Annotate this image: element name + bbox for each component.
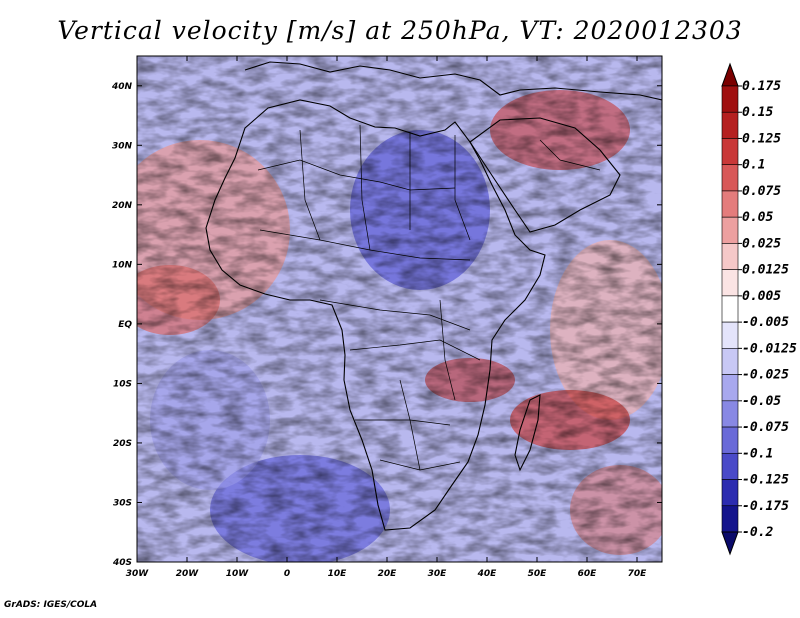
europe-coastline	[244, 61, 662, 101]
colorbar-label: -0.175	[742, 499, 789, 514]
colorbar-label: -0.005	[742, 315, 789, 330]
colorbar-label: -0.05	[742, 394, 781, 409]
colorbar-label: -0.2	[742, 525, 773, 540]
colorbar-label: 0.075	[742, 184, 781, 199]
lat-tick-label: 20S	[113, 439, 132, 449]
lat-tick-label: 20N	[112, 201, 133, 211]
colorbar-box	[721, 216, 739, 244]
country-borders	[257, 124, 601, 471]
lon-tick-label: 30E	[428, 569, 448, 579]
colorbar-box	[721, 374, 739, 402]
lat-tick-label: 30N	[112, 141, 133, 151]
colorbar-label: -0.025	[742, 368, 789, 383]
arabia-coastline	[469, 117, 621, 233]
colorbar-label: 0.1	[742, 158, 765, 173]
colorbar-label: -0.125	[742, 473, 789, 488]
lat-tick-label: 10S	[113, 379, 132, 389]
colorbar-box	[721, 269, 739, 297]
colorbar-label: 0.15	[742, 105, 773, 120]
colorbar-box	[721, 426, 739, 454]
colorbar-label: 0.025	[742, 236, 781, 251]
colorbar: 0.175 0.15 0.125 0.1 0.075 0.05 0.025 0.0125 0.0…	[721, 62, 797, 556]
lat-tick-label: EQ	[118, 320, 132, 330]
lon-tick-label: 30W	[126, 569, 150, 579]
lon-tick-label: 0	[284, 569, 290, 579]
colorbar-box	[721, 505, 739, 533]
colorbar-bottom-arrow	[721, 531, 739, 556]
plot-frame	[136, 55, 663, 563]
lon-tick-label: 60E	[578, 569, 598, 579]
lat-tick-label: 40N	[111, 82, 133, 92]
colorbar-box	[721, 190, 739, 218]
colorbar-box	[721, 348, 739, 375]
lon-tick-label: 20E	[378, 569, 398, 579]
credit-label: GrADS: IGES/COLA	[4, 600, 98, 610]
colorbar-label: 0.005	[742, 289, 781, 304]
colorbar-box	[721, 85, 739, 113]
madagascar-coastline	[514, 394, 541, 472]
colorbar-box	[721, 164, 739, 192]
colorbar-box	[721, 138, 739, 166]
colorbar-label: -0.0125	[742, 341, 797, 356]
colorbar-box	[721, 295, 739, 323]
colorbar-box	[721, 321, 739, 349]
colorbar-box	[721, 452, 739, 480]
field-texture	[137, 56, 662, 562]
chart-title: Vertical velocity [m/s] at 250hPa, VT: 2…	[57, 16, 743, 45]
lat-tick-label: 30S	[113, 498, 132, 508]
coastlines	[205, 61, 662, 531]
colorbar-label: 0.125	[742, 131, 781, 146]
colorbar-box	[721, 479, 739, 507]
colorbar-label: 0.175	[742, 79, 781, 94]
africa-coastline	[205, 99, 546, 531]
longitude-axis: 30W 20W 10W 0 10E 20E 30E 40E 50E 60E 70E	[126, 56, 647, 579]
lon-tick-label: 40E	[477, 569, 498, 579]
colorbar-label: 0.05	[742, 210, 773, 225]
colorbar-box	[721, 243, 739, 270]
colorbar-box	[721, 400, 739, 428]
lon-tick-label: 10W	[226, 569, 250, 579]
colorbar-label: -0.1	[742, 446, 773, 461]
colorbar-top-arrow	[721, 62, 739, 87]
colorbar-label: 0.0125	[742, 263, 789, 278]
colorbar-label: -0.075	[742, 420, 789, 435]
field-layer	[137, 56, 662, 562]
lat-tick-label: 10N	[112, 260, 133, 270]
latitude-axis: 40N 30N 20N 10N EQ 10S 20S 30S 40S	[111, 82, 662, 568]
lat-tick-label: 40S	[112, 558, 132, 568]
lon-tick-label: 70E	[628, 569, 648, 579]
colorbar-box	[721, 111, 739, 139]
lon-tick-label: 50E	[528, 569, 548, 579]
lon-tick-label: 10E	[328, 569, 348, 579]
lon-tick-label: 20W	[176, 569, 200, 579]
